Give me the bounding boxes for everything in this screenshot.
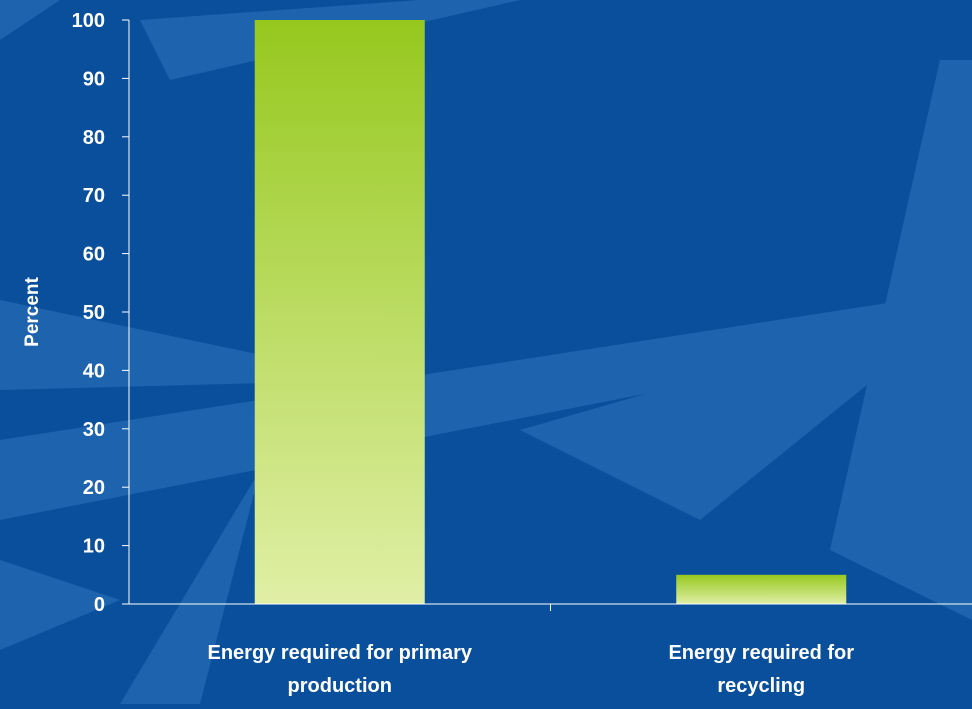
bar [254,20,425,604]
y-tick-label: 80 [83,127,105,149]
y-tick-label: 60 [83,244,105,266]
y-tick-label: 20 [83,477,105,499]
y-axis-title: Percent [22,276,43,346]
background-shard [120,470,260,704]
background-shard [830,60,972,620]
axes [128,20,972,611]
x-tick-label: recycling [717,675,805,697]
y-tick-label: 50 [83,302,105,324]
x-tick-label: Energy required for primary [207,642,472,664]
y-tick-label: 30 [83,419,105,441]
y-tick-label: 100 [72,10,105,32]
background-shard [0,560,120,650]
bars [254,20,847,604]
y-tick-label: 10 [83,536,105,558]
x-axis-labels: Energy required for primary production Ene… [207,642,854,697]
y-tick-label: 0 [94,594,105,616]
bar [676,574,847,604]
x-tick-label: Energy required for [668,642,854,664]
y-tick-label: 40 [83,360,105,382]
y-axis-ticks: 0 10 20 30 40 50 60 70 80 90 100 [72,10,129,616]
y-tick-label: 70 [83,185,105,207]
background-shard [520,300,972,520]
x-tick-label: production [288,675,392,697]
y-tick-label: 90 [83,68,105,90]
background-shard [0,290,972,520]
background-shard [0,0,60,40]
